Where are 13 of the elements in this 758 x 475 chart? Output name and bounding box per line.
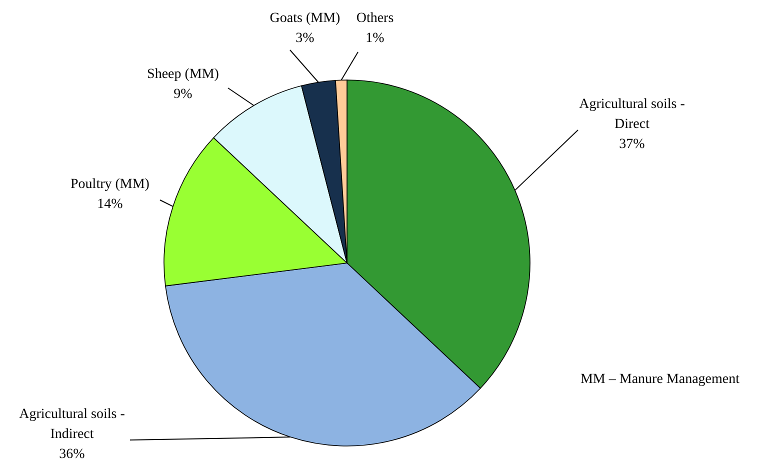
slice-label: Goats (MM) [270, 11, 341, 26]
data-label: 9% [174, 87, 193, 102]
slice-label: Agricultural soils - Indirect [19, 407, 126, 442]
data-label: 37% [619, 137, 646, 152]
text: MM – Manure Management [580, 372, 740, 387]
slice-label: Others [356, 11, 394, 26]
data-label: 1% [366, 31, 385, 46]
slice-label: Poultry (MM) [70, 177, 150, 192]
data-label: 36% [59, 447, 86, 462]
data-label: 14% [97, 197, 124, 212]
slice-label: Agricultural soils - Direct [579, 97, 686, 132]
slice-label: Sheep (MM) [147, 67, 220, 82]
data-label: 3% [296, 31, 315, 46]
